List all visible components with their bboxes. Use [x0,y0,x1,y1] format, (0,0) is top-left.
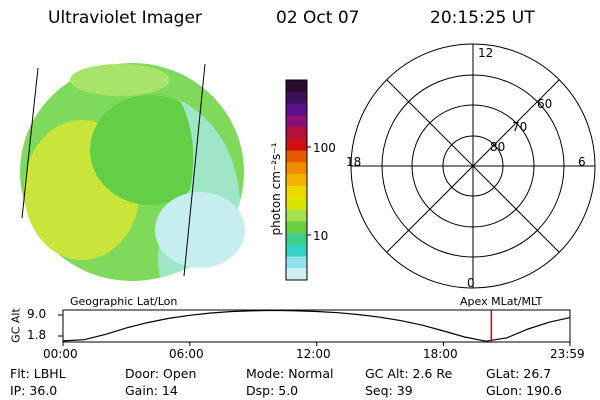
dsp-value: Dsp: 5.0 [246,383,299,398]
uv-image [20,63,245,281]
mlt-label-18: 18 [346,155,362,169]
seq-value: Seq: 39 [365,383,413,398]
colorbar-band [286,209,307,222]
colorbar [285,79,311,281]
colorbar-band [286,268,307,281]
disk-limb-left [21,67,39,219]
colorbar-band [286,115,307,128]
mlt-label-0: 0 [467,276,475,290]
mlt-label-6: 6 [578,155,586,169]
glat-value: GLat: 26.7 [486,366,552,381]
colorbar-band [286,244,307,257]
colorbar-band [286,197,307,210]
colorbar-band [286,138,307,152]
colorbar-band [286,91,307,105]
colorbar-tick-10: 10 [313,229,329,243]
filter-value: Flt: LBHL [10,366,66,381]
altitude-curve [62,309,571,342]
y-tick-label-low: 1.8 [27,328,47,342]
x-tick-label-1800: 18:00 [423,347,458,361]
apex-caption: Apex MLat/MLT [460,295,543,308]
mode-value: Mode: Normal [246,366,334,381]
colorbar-band [286,127,307,140]
colorbar-band [286,174,307,187]
mlat-label-70: 70 [512,120,528,134]
geographic-caption: Geographic Lat/Lon [70,295,178,308]
x-tick-label-0000: 00:00 [43,347,78,361]
gc-alt-value: GC Alt: 2.6 Re [365,366,453,381]
colorbar-frame [285,79,308,281]
mlat-label-60: 60 [537,97,553,111]
colorbar-band [286,162,307,175]
terminator-line [183,63,206,277]
colorbar-band [286,256,307,269]
timeline-x-ticks [62,342,571,346]
colorbar-band [286,80,307,93]
polar-grid [350,43,596,289]
colorbar-tick-100: 100 [313,141,336,155]
glon-value: GLon: 190.6 [486,383,562,398]
timeline-frame [62,309,571,343]
x-tick-label-2359: 23:59 [550,347,585,361]
ip-value: IP: 36.0 [10,383,58,398]
mlt-label-12: 12 [478,46,494,60]
colorbar-band [286,150,307,163]
colorbar-band [286,221,307,234]
x-tick-label-0600: 06:00 [169,347,204,361]
colorbar-band [286,103,307,116]
mlat-label-80: 80 [490,140,506,154]
gain-value: Gain: 14 [125,383,178,398]
y-tick-label-high: 9.0 [27,307,47,321]
colorbar-band [286,185,307,199]
observation-date: 02 Oct 07 [276,8,360,28]
colorbar-band [286,232,307,246]
colorbar-unit-label: photon cm⁻²s⁻¹ [269,142,283,236]
door-value: Door: Open [125,366,197,381]
observation-time: 20:15:25 UT [430,8,535,28]
instrument-title: Ultraviolet Imager [48,8,202,28]
y-axis-label: GC Alt [9,308,23,343]
x-tick-label-1200: 12:00 [296,347,331,361]
